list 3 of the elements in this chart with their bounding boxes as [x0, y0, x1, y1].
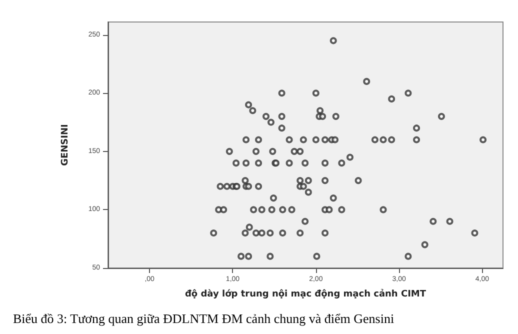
y-axis-title: GENSINI [60, 124, 70, 166]
text: Biểu đồ 3: Tương quan giữa ĐDLNTM ĐM cảnh chung và điểm Gensini [13, 311, 394, 326]
x-axis-title: độ dày lớp trung nội mạc động mạch cảnh CIMT [184, 288, 427, 300]
